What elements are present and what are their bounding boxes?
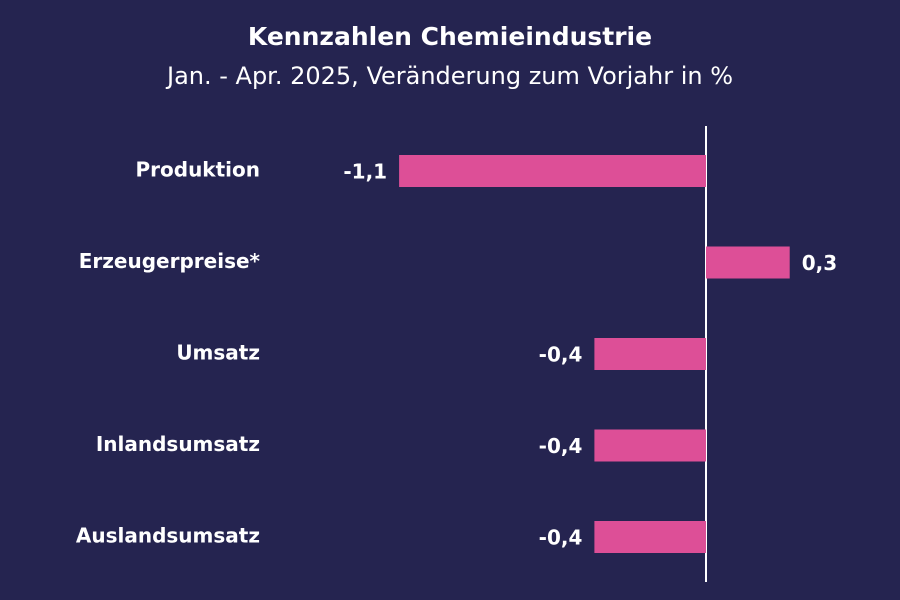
category-label: Erzeugerpreise* [79, 249, 261, 273]
category-label: Umsatz [176, 341, 260, 365]
bar [594, 521, 706, 553]
category-label: Auslandsumsatz [76, 524, 260, 548]
bar [706, 246, 790, 279]
category-label: Produktion [135, 158, 260, 182]
bar [594, 429, 706, 462]
bar [399, 155, 706, 187]
value-label: -0,4 [539, 526, 583, 550]
value-label: 0,3 [802, 251, 837, 275]
chart-subtitle: Jan. - Apr. 2025, Veränderung zum Vorjah… [166, 62, 734, 90]
category-label: Inlandsumsatz [96, 432, 260, 456]
value-label: -0,4 [539, 343, 583, 367]
chart-title: Kennzahlen Chemieindustrie [247, 22, 653, 51]
value-label: -1,1 [343, 160, 387, 184]
value-label: -0,4 [539, 434, 583, 458]
bar [594, 338, 706, 370]
